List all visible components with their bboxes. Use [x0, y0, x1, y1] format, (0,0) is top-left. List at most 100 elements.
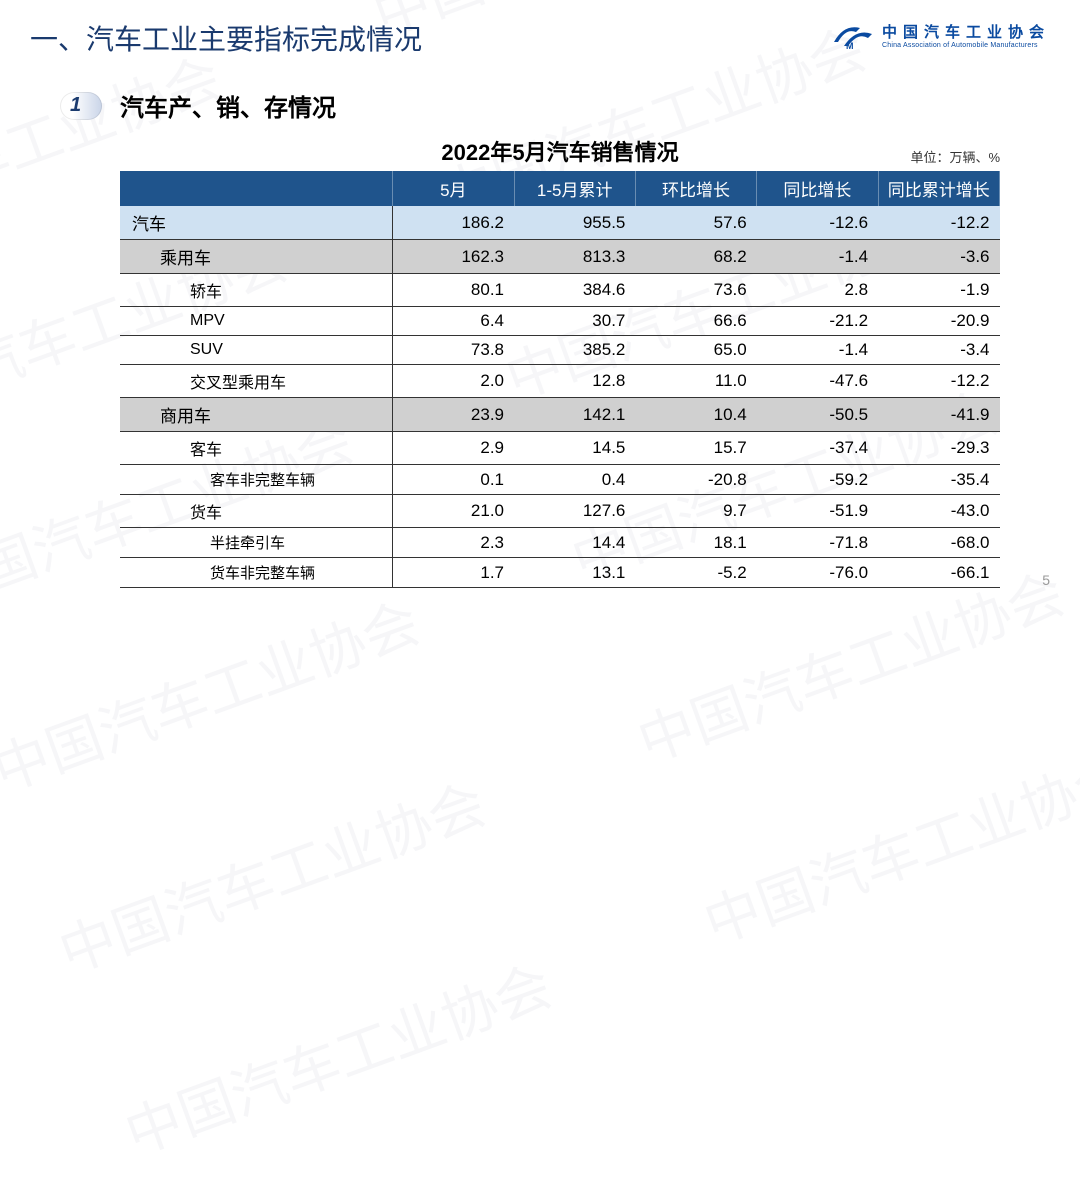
row-label-cell: 客车 [120, 432, 393, 465]
table-row: 交叉型乘用车2.012.811.0-47.6-12.2 [120, 365, 1000, 398]
data-cell: 73.8 [393, 336, 514, 365]
data-cell: 2.8 [757, 274, 878, 307]
row-label-cell: SUV [120, 336, 393, 365]
row-label-cell: 汽车 [120, 206, 393, 240]
row-label-cell: 交叉型乘用车 [120, 365, 393, 398]
table-row: 货车非完整车辆1.713.1-5.2-76.0-66.1 [120, 558, 1000, 588]
data-cell: -21.2 [757, 307, 878, 336]
data-cell: 11.0 [635, 365, 756, 398]
table-unit: 单位：万辆、% [910, 147, 1000, 166]
table-header-cell: 5月 [393, 171, 514, 206]
table-row: 半挂牵引车2.314.418.1-71.8-68.0 [120, 528, 1000, 558]
data-cell: 13.1 [514, 558, 635, 588]
caam-logo: M 中国汽车工业协会 China Association of Automobi… [830, 18, 1050, 52]
data-cell: 12.8 [514, 365, 635, 398]
table-row: SUV73.8385.265.0-1.4-3.4 [120, 336, 1000, 365]
table-header-cell: 环比增长 [635, 171, 756, 206]
data-cell: -1.4 [757, 336, 878, 365]
data-cell: -12.2 [878, 206, 999, 240]
row-label-cell: MPV [120, 307, 393, 336]
data-cell: 2.3 [393, 528, 514, 558]
data-cell: -66.1 [878, 558, 999, 588]
data-cell: -20.9 [878, 307, 999, 336]
data-cell: 30.7 [514, 307, 635, 336]
data-cell: -68.0 [878, 528, 999, 558]
data-cell: -50.5 [757, 398, 878, 432]
table-header-cell [120, 171, 393, 206]
table-row: 客车2.914.515.7-37.4-29.3 [120, 432, 1000, 465]
data-cell: 65.0 [635, 336, 756, 365]
section-title: 汽车产、销、存情况 [120, 88, 336, 123]
data-cell: -37.4 [757, 432, 878, 465]
table-header-cell: 同比增长 [757, 171, 878, 206]
svg-text:M: M [846, 41, 854, 51]
table-row: 货车21.0127.69.7-51.9-43.0 [120, 495, 1000, 528]
data-cell: -71.8 [757, 528, 878, 558]
data-cell: -1.4 [757, 240, 878, 274]
data-cell: -3.6 [878, 240, 999, 274]
data-cell: -41.9 [878, 398, 999, 432]
row-label-cell: 客车非完整车辆 [120, 465, 393, 495]
data-cell: -35.4 [878, 465, 999, 495]
data-cell: 162.3 [393, 240, 514, 274]
data-cell: 955.5 [514, 206, 635, 240]
data-cell: -47.6 [757, 365, 878, 398]
table-row: 商用车23.9142.110.4-50.5-41.9 [120, 398, 1000, 432]
data-cell: 9.7 [635, 495, 756, 528]
data-cell: -76.0 [757, 558, 878, 588]
data-cell: 15.7 [635, 432, 756, 465]
row-label-cell: 乘用车 [120, 240, 393, 274]
section-number-badge: 1 [60, 92, 102, 120]
data-cell: -51.9 [757, 495, 878, 528]
row-label-cell: 货车 [120, 495, 393, 528]
page-header: 一、汽车工业主要指标完成情况 M 中国汽车工业协会 China Associat… [30, 18, 1050, 58]
data-cell: -5.2 [635, 558, 756, 588]
data-cell: -43.0 [878, 495, 999, 528]
data-cell: 1.7 [393, 558, 514, 588]
row-label-cell: 商用车 [120, 398, 393, 432]
data-cell: 66.6 [635, 307, 756, 336]
data-cell: 14.5 [514, 432, 635, 465]
data-cell: 14.4 [514, 528, 635, 558]
logo-text-en: China Association of Automobile Manufact… [882, 42, 1050, 49]
row-label-cell: 轿车 [120, 274, 393, 307]
data-cell: -59.2 [757, 465, 878, 495]
data-cell: -3.4 [878, 336, 999, 365]
section-header: 1 汽车产、销、存情况 [60, 88, 336, 123]
logo-text-cn: 中国汽车工业协会 [882, 21, 1050, 42]
data-cell: 6.4 [393, 307, 514, 336]
data-cell: 2.9 [393, 432, 514, 465]
data-cell: 0.4 [514, 465, 635, 495]
page-number: 5 [1042, 572, 1050, 588]
data-cell: 384.6 [514, 274, 635, 307]
data-cell: -1.9 [878, 274, 999, 307]
table-row: 轿车80.1384.673.62.8-1.9 [120, 274, 1000, 307]
table-row: 汽车186.2955.557.6-12.6-12.2 [120, 206, 1000, 240]
data-cell: -20.8 [635, 465, 756, 495]
data-cell: 73.6 [635, 274, 756, 307]
row-label-cell: 半挂牵引车 [120, 528, 393, 558]
data-cell: 186.2 [393, 206, 514, 240]
data-cell: 10.4 [635, 398, 756, 432]
data-cell: 385.2 [514, 336, 635, 365]
sales-table: 5月1-5月累计环比增长同比增长同比累计增长 汽车186.2955.557.6-… [120, 171, 1000, 588]
data-cell: 813.3 [514, 240, 635, 274]
table-container: 2022年5月汽车销售情况 单位：万辆、% 5月1-5月累计环比增长同比增长同比… [120, 135, 1000, 588]
data-cell: 23.9 [393, 398, 514, 432]
data-cell: 127.6 [514, 495, 635, 528]
table-row: 乘用车162.3813.368.2-1.4-3.6 [120, 240, 1000, 274]
table-row: MPV6.430.766.6-21.2-20.9 [120, 307, 1000, 336]
data-cell: 80.1 [393, 274, 514, 307]
data-cell: 68.2 [635, 240, 756, 274]
table-header-cell: 同比累计增长 [878, 171, 999, 206]
data-cell: 18.1 [635, 528, 756, 558]
table-title: 2022年5月汽车销售情况 [120, 135, 1000, 167]
data-cell: 57.6 [635, 206, 756, 240]
data-cell: -12.6 [757, 206, 878, 240]
table-header-cell: 1-5月累计 [514, 171, 635, 206]
data-cell: -12.2 [878, 365, 999, 398]
data-cell: 2.0 [393, 365, 514, 398]
data-cell: 0.1 [393, 465, 514, 495]
data-cell: 21.0 [393, 495, 514, 528]
main-title: 一、汽车工业主要指标完成情况 [30, 18, 422, 58]
